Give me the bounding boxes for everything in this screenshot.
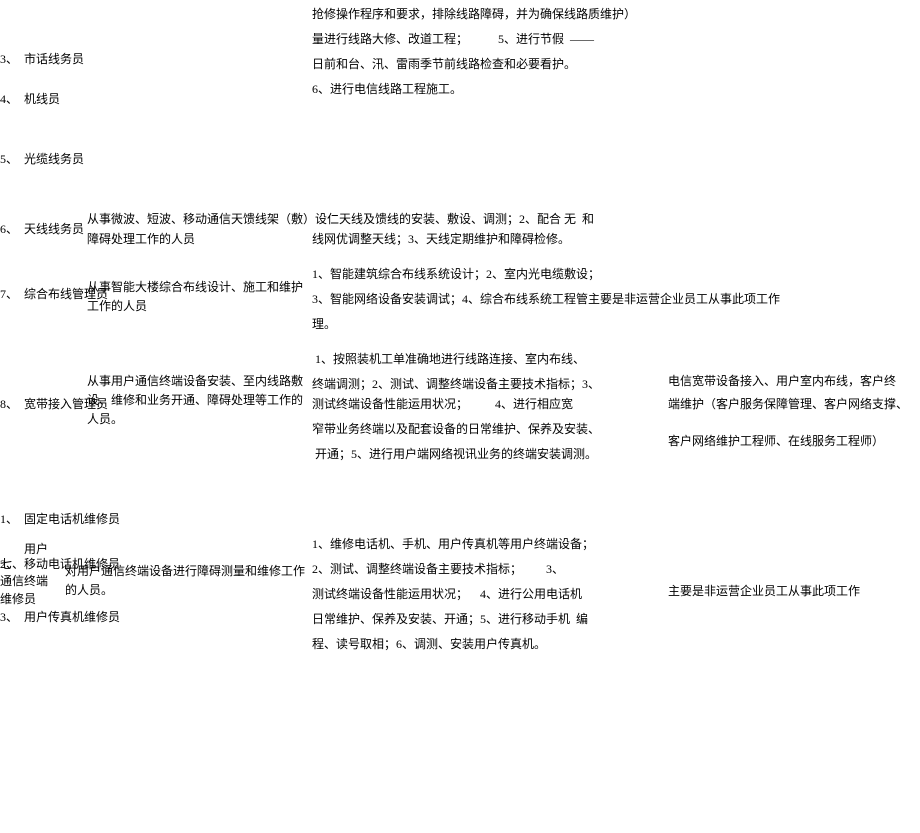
row-8-remark-l3: 客户网络维护工程师、在线服务工程师） xyxy=(668,432,918,451)
row-8-remark-l2: 端维护（客户服务保障管理、客户网络支撑、 xyxy=(668,395,920,414)
section7-work-l3: 测试终端设备性能运用状况； 4、进行公用电话机 xyxy=(312,585,662,604)
document-page: 抢修操作程序和要求，排除线路障碍，并为确保线路质维护） 量进行线路大修、改道工程… xyxy=(0,0,920,833)
row-7-def: 从事智能大楼综合布线设计、施工和维护工作的人员 xyxy=(87,278,312,316)
sub3-num: 3、 xyxy=(0,608,18,627)
row-3-num: 3、 xyxy=(0,50,20,69)
section7-title-l2: 通信终端 xyxy=(0,572,48,591)
section7-def: 对用户通信终端设备进行障碍测量和维修工作的人员。 xyxy=(65,562,311,600)
section7-work-l2: 2、测试、调整终端设备主要技术指标； 3、 xyxy=(312,560,662,579)
section7-work-l1: 1、维修电话机、手机、用户传真机等用户终端设备； xyxy=(312,535,662,554)
sub1-num: 1、 xyxy=(0,510,18,529)
row-8-work-l2: 终端调测；2、测试、调整终端设备主要技术指标；3、 xyxy=(312,375,662,394)
row-5-num: 5、 xyxy=(0,150,20,169)
section7-title-l3: 维修员 xyxy=(0,590,36,609)
row-6-def-l1: 从事微波、短波、移动通信天馈线架（敷）设仁天线及馈线的安装、敷设、调测；2、配合… xyxy=(87,210,672,229)
row-8-work-l5: 开通；5、进行用户端网络视讯业务的终端安装调测。 xyxy=(312,445,662,464)
row-8-work-l4: 窄带业务终端以及配套设备的日常维护、保养及安装、 xyxy=(312,420,662,439)
sub3-name: 用户传真机维修员 xyxy=(24,608,124,627)
sub1-name: 固定电话机维修员 xyxy=(24,510,124,529)
row-8-num: 8、 xyxy=(0,395,20,414)
row-8-remark-l1: 电信宽带设备接入、用户室内布线，客户终 xyxy=(668,372,918,391)
row-8-work-l1: 1、按照装机工单准确地进行线路连接、室内布线、 xyxy=(312,350,662,369)
row-7-work-l2: 3、智能网络设备安装调试；4、综合布线系统工程管主要是非运营企业员工从事此项工作 xyxy=(312,290,812,309)
section7-work-l4: 日常维护、保养及安装、开通；5、进行移动手机 编 xyxy=(312,610,662,629)
row-6-num: 6、 xyxy=(0,220,20,239)
row-3-name: 市话线务员 xyxy=(24,50,134,69)
row-4-num: 4、 xyxy=(0,90,20,109)
row-6-def-l2: 障碍处理工作的人员 xyxy=(87,230,307,249)
row-7-num: 7、 xyxy=(0,285,20,304)
section7-remark: 主要是非运营企业员工从事此项工作 xyxy=(668,582,918,601)
row-8-work-l3: 测试终端设备性能运用状况； 4、进行相应宽 xyxy=(312,395,662,414)
row-7-work-l3: 理。 xyxy=(312,315,662,334)
section7-work-l5: 程、读号取相；6、调测、安装用户传真机。 xyxy=(312,635,662,654)
row-8-def: 从事用户通信终端设备安装、至内线路敷设、维修和业务开通、障碍处理等工作的人员。 xyxy=(87,372,312,430)
line-ops-work-l1: 抢修操作程序和要求，排除线路障碍，并为确保线路质维护） xyxy=(312,5,636,24)
row-6-work: 线网优调整天线；3、天线定期维护和障碍检修。 xyxy=(312,230,662,249)
row-5-name: 光缆线务员 xyxy=(24,150,134,169)
line-ops-work-l3: 日前和台、汛、雷雨季节前线路检查和必要看护。 xyxy=(312,55,576,74)
line-ops-work-l2: 量进行线路大修、改道工程； 5、进行节假 —— xyxy=(312,30,594,49)
sub2-num: 2、 xyxy=(0,555,18,574)
row-7-work-l1: 1、智能建筑综合布线系统设计；2、室内光电缆敷设； xyxy=(312,265,662,284)
line-ops-work-l4: 6、进行电信线路工程施工。 xyxy=(312,80,462,99)
row-4-name: 机线员 xyxy=(24,90,134,109)
